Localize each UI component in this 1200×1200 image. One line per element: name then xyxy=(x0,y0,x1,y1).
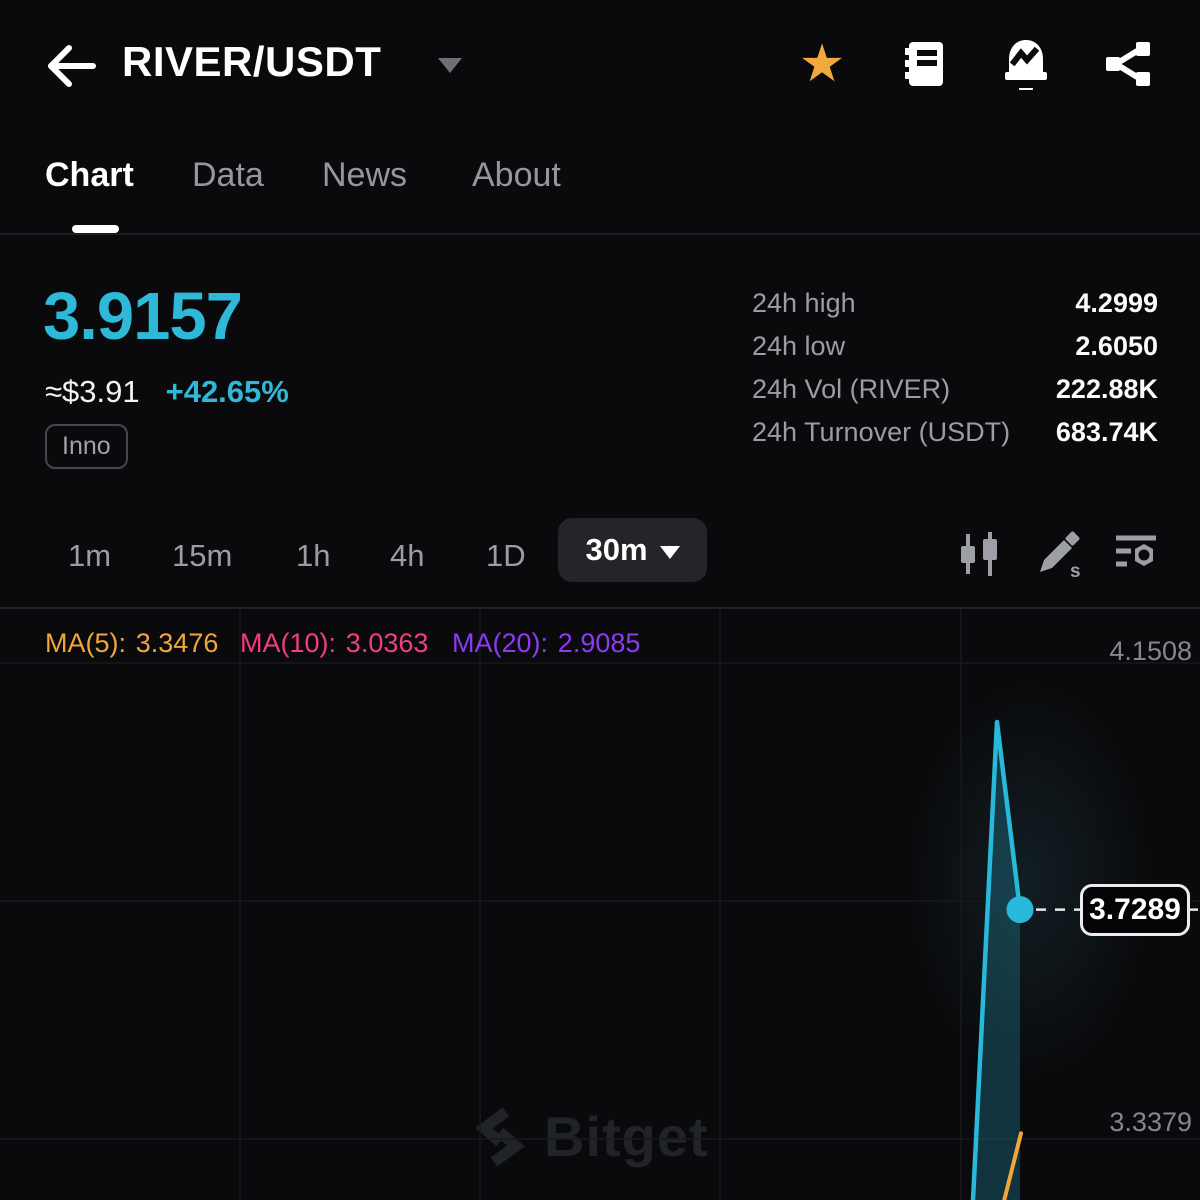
timeframe-selector-button[interactable]: 30m xyxy=(558,518,707,582)
stat-row-volume: 24h Vol (RIVER) 222.88K xyxy=(752,374,1158,404)
active-tab-indicator xyxy=(72,225,119,233)
favorite-star-icon[interactable]: ★ xyxy=(798,35,846,93)
watermark-text: Bitget xyxy=(544,1105,709,1168)
price-change-percent: +42.65% xyxy=(165,374,289,409)
divider xyxy=(0,607,1200,609)
timeframe-1h[interactable]: 1h xyxy=(296,538,331,573)
fiat-price: ≈$3.91 xyxy=(45,374,140,409)
ma5-readout: MA(5): 3.3476 xyxy=(45,628,219,658)
ma10-readout: MA(10): 3.0363 xyxy=(240,628,429,658)
section-tabs: Chart Data News About xyxy=(0,156,1200,212)
stat-row-low: 24h low 2.6050 xyxy=(752,331,1158,361)
share-icon[interactable] xyxy=(1102,38,1154,90)
tab-chart[interactable]: Chart xyxy=(45,156,134,194)
price-alert-bell-icon[interactable] xyxy=(1000,38,1052,90)
bitget-logo-icon xyxy=(475,1107,525,1166)
tab-data[interactable]: Data xyxy=(192,156,264,194)
last-price-tag: 3.7289 xyxy=(1080,883,1190,936)
timeframe-15m[interactable]: 15m xyxy=(172,538,233,573)
timeframe-1m[interactable]: 1m xyxy=(68,538,112,573)
selected-timeframe: 30m xyxy=(585,532,648,567)
last-price: 3.9157 xyxy=(43,279,243,354)
stat-row-high: 24h high 4.2999 xyxy=(752,288,1158,318)
chevron-down-icon xyxy=(659,545,680,559)
drawing-tools-icon[interactable]: s xyxy=(1034,530,1082,578)
indicator-settings-icon[interactable] xyxy=(1112,530,1160,578)
stat-row-turnover: 24h Turnover (USDT) 683.74K xyxy=(752,417,1158,447)
svg-text:s: s xyxy=(1070,561,1081,578)
tab-about[interactable]: About xyxy=(472,156,561,194)
y-axis-label-bottom: 3.3379 xyxy=(1109,1107,1192,1137)
timeframe-4h[interactable]: 4h xyxy=(390,538,425,573)
timeframe-1d[interactable]: 1D xyxy=(486,538,526,573)
pair-title[interactable]: RIVER/USDT xyxy=(122,38,382,85)
bitget-watermark: Bitget xyxy=(470,1104,709,1169)
back-arrow-icon[interactable] xyxy=(45,42,97,90)
innovation-zone-badge[interactable]: Inno xyxy=(45,424,128,469)
divider xyxy=(0,233,1200,235)
ma20-readout: MA(20): 2.9085 xyxy=(452,628,641,658)
stats-panel: 24h high 4.2999 24h low 2.6050 24h Vol (… xyxy=(752,288,1158,447)
pair-dropdown-caret-icon[interactable] xyxy=(438,58,462,73)
y-axis-label-top: 4.1508 xyxy=(1109,636,1192,666)
orders-notebook-icon[interactable] xyxy=(898,38,950,90)
tab-news[interactable]: News xyxy=(322,156,408,194)
candlestick-style-icon[interactable] xyxy=(956,530,1004,578)
